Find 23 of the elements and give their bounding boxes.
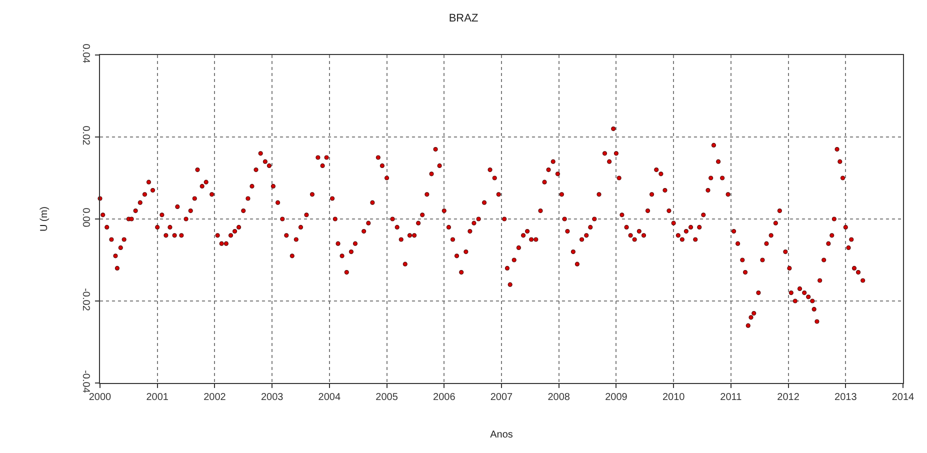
x-tick-label: 2011 [720,392,742,403]
y-tick-label: -0.04 [80,370,91,394]
chart-title: BRAZ [448,12,478,24]
y-tick-label: 0.02 [80,126,91,146]
x-tick-label: 2001 [146,392,169,403]
x-tick-label: 2005 [376,392,398,403]
x-tick-label: 2002 [204,392,226,403]
x-tick-label: 2014 [892,392,915,403]
x-tick-label: 2013 [834,392,858,403]
x-tick-label: 2010 [662,392,686,403]
x-tick-label: 2009 [605,392,628,403]
x-tick-label: 2012 [777,392,800,403]
y-tick-label: 0.00 [80,208,91,228]
y-tick-label: -0.02 [80,288,91,312]
y-tick-label: 0.04 [80,44,91,64]
x-tick-label: 2004 [318,392,341,403]
x-tick-label: 2003 [260,392,284,403]
x-tick-label: 2006 [433,392,456,403]
x-tick-label: 2007 [490,392,514,403]
x-tick-label: 2008 [548,392,570,403]
x-axis-title: Anos [490,430,513,440]
y-axis-title: U (m) [39,206,50,232]
x-tick-label: 2000 [88,392,112,403]
